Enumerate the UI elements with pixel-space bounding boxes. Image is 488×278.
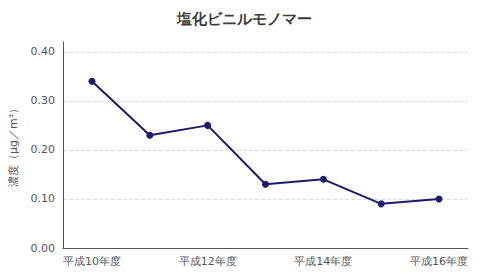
- svg-text:平成16年度: 平成16年度: [410, 255, 468, 268]
- svg-text:塩化ビニルモノマー: 塩化ビニルモノマー: [176, 10, 312, 28]
- svg-text:0.20: 0.20: [31, 143, 56, 156]
- svg-text:0.40: 0.40: [31, 45, 56, 58]
- svg-text:平成14年度: 平成14年度: [294, 255, 352, 268]
- svg-text:平成10年度: 平成10年度: [63, 255, 121, 268]
- svg-text:濃度（μg／m³）: 濃度（μg／m³）: [7, 103, 20, 187]
- svg-text:0.00: 0.00: [31, 242, 56, 255]
- svg-text:0.30: 0.30: [31, 94, 56, 107]
- svg-text:0.10: 0.10: [31, 192, 56, 205]
- svg-text:平成12年度: 平成12年度: [179, 255, 237, 268]
